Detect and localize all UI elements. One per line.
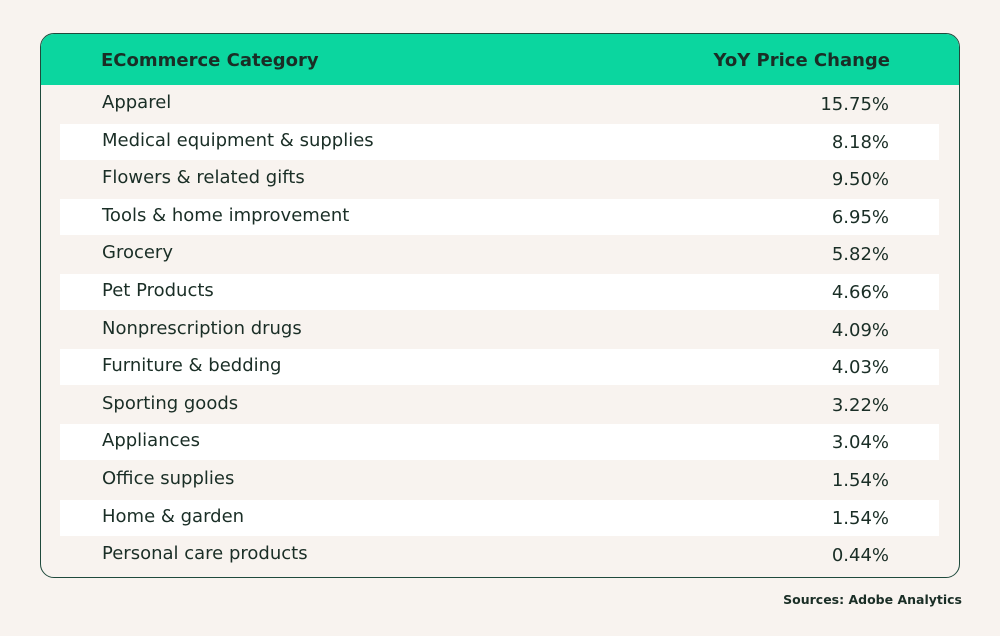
row-category: Sporting goods bbox=[102, 392, 239, 414]
table-header: ECommerce Category YoY Price Change bbox=[41, 34, 959, 85]
row-category: Home & garden bbox=[102, 505, 245, 527]
row-category: Nonprescription drugs bbox=[102, 317, 302, 339]
row-yoy-change: 4.66% bbox=[831, 282, 889, 303]
row-category: Apparel bbox=[102, 92, 172, 113]
header-category: ECommerce Category bbox=[101, 50, 319, 71]
row-yoy-change: 3.22% bbox=[831, 394, 889, 416]
table-row: Tools & home improvement 6.95% bbox=[60, 198, 939, 235]
row-yoy-change: 15.75% bbox=[820, 94, 889, 115]
price-change-table: ECommerce Category YoY Price Change Appa… bbox=[40, 33, 960, 578]
row-category: Tools & home improvement bbox=[102, 204, 350, 226]
row-yoy-change: 5.82% bbox=[831, 244, 889, 266]
table-row: Appliances 3.04% bbox=[60, 424, 939, 461]
table-row: Personal care products 0.44% bbox=[60, 537, 939, 573]
row-category: Pet Products bbox=[102, 280, 214, 301]
row-category: Furniture & bedding bbox=[102, 355, 282, 377]
row-yoy-change: 3.04% bbox=[831, 432, 889, 454]
table-row: Sporting goods 3.22% bbox=[60, 387, 939, 423]
row-yoy-change: 4.09% bbox=[831, 319, 889, 341]
row-yoy-change: 8.18% bbox=[831, 131, 889, 153]
table-row: Pet Products 4.66% bbox=[60, 274, 939, 310]
table-row: Apparel 15.75% bbox=[60, 86, 939, 122]
table-row: Furniture & bedding 4.03% bbox=[60, 349, 939, 386]
row-yoy-change: 9.50% bbox=[831, 169, 889, 191]
header-yoy-price-change: YoY Price Change bbox=[713, 50, 890, 71]
row-yoy-change: 1.54% bbox=[831, 507, 889, 529]
table-row: Nonprescription drugs 4.09% bbox=[60, 312, 939, 348]
table-row: Medical equipment & supplies 8.18% bbox=[60, 123, 939, 160]
row-category: Office supplies bbox=[102, 468, 235, 489]
source-note: Sources: Adobe Analytics bbox=[783, 592, 962, 607]
table-row: Office supplies 1.54% bbox=[60, 462, 939, 498]
table-row: Home & garden 1.54% bbox=[60, 499, 939, 536]
table-row: Flowers & related gifts 9.50% bbox=[60, 161, 939, 197]
row-yoy-change: 0.44% bbox=[831, 545, 889, 567]
row-category: Personal care products bbox=[102, 543, 308, 565]
row-yoy-change: 4.03% bbox=[831, 357, 889, 379]
table-row: Grocery 5.82% bbox=[60, 236, 939, 272]
row-category: Medical equipment & supplies bbox=[102, 129, 374, 151]
row-category: Flowers & related gifts bbox=[102, 167, 305, 189]
row-yoy-change: 6.95% bbox=[831, 206, 889, 228]
row-category: Appliances bbox=[102, 430, 200, 452]
row-yoy-change: 1.54% bbox=[831, 470, 889, 491]
row-category: Grocery bbox=[102, 242, 173, 264]
